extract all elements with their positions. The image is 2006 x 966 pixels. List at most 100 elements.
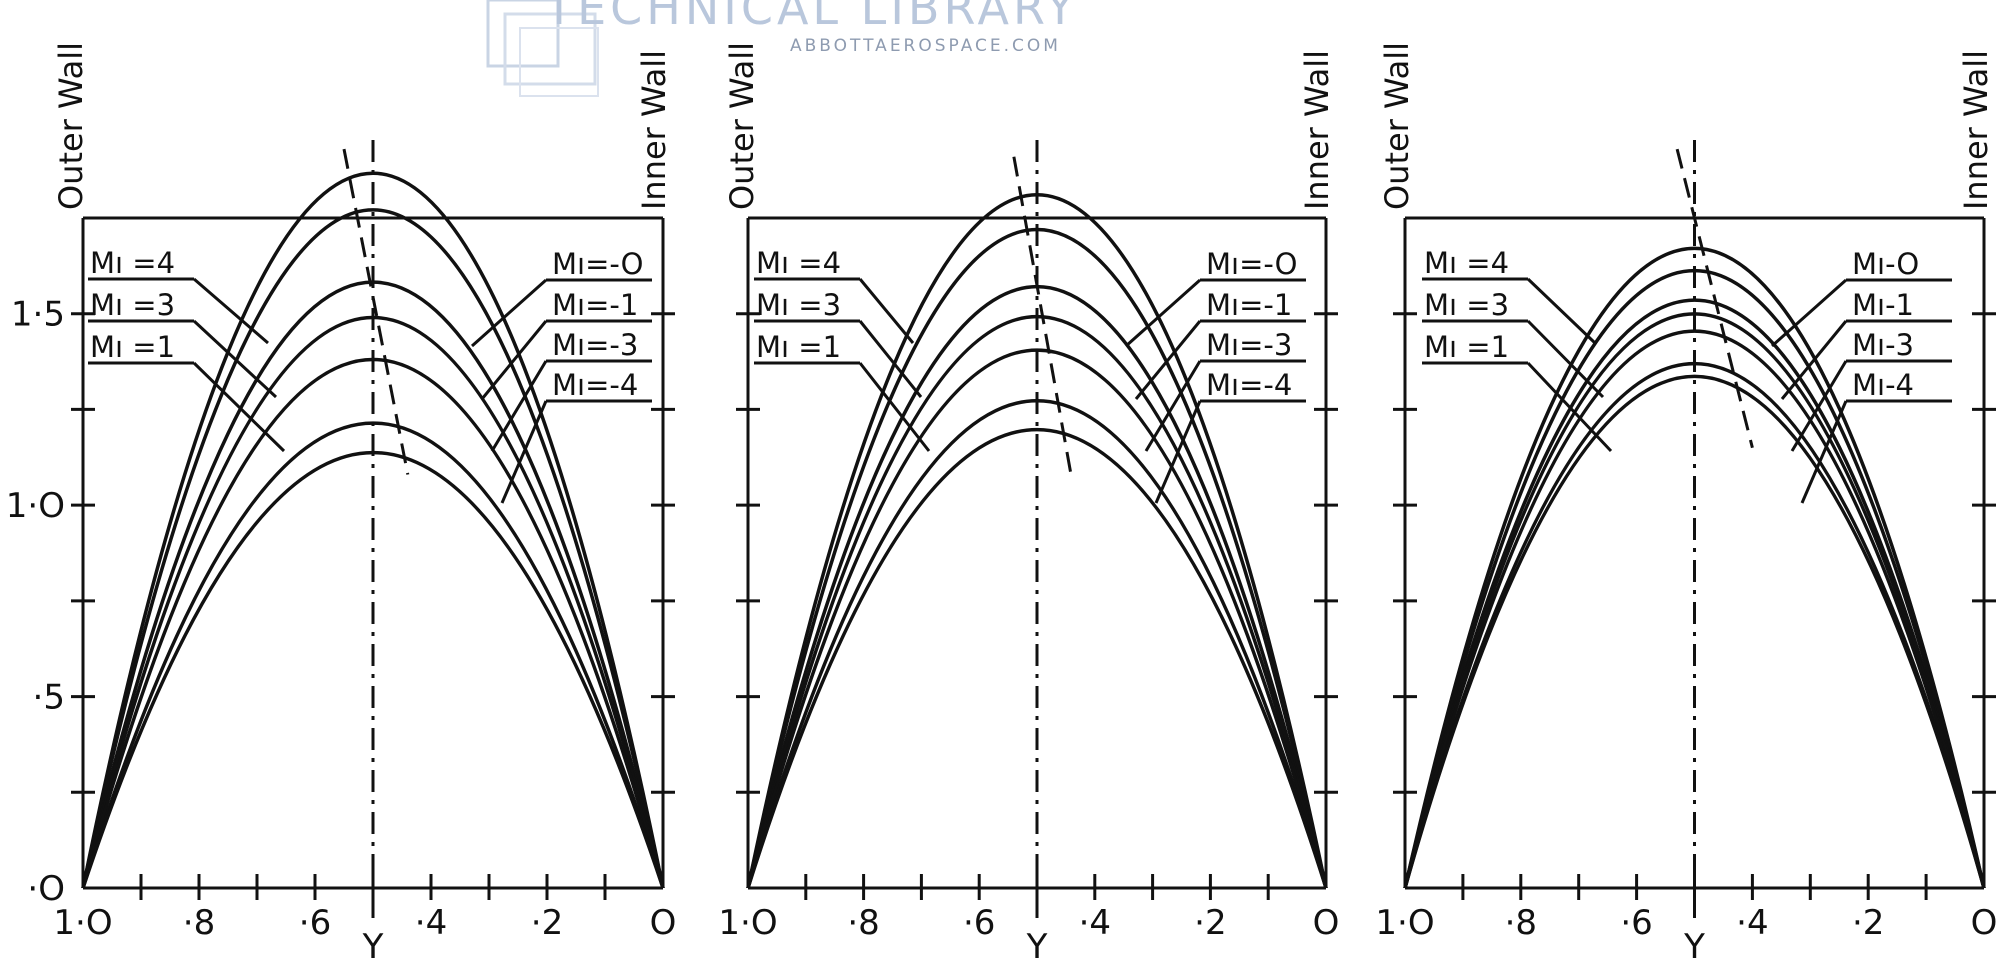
y-tick-label: 1·O — [6, 486, 65, 526]
series-curve — [1403, 268, 1986, 889]
watermark-title: TECHNICAL LIBRARY — [544, 0, 1078, 35]
series-curve — [746, 315, 1328, 889]
legend-right-leader — [500, 400, 548, 504]
peak-locus — [1012, 156, 1074, 479]
inner-wall-label: Inner Wall — [1298, 50, 1336, 210]
series-curve — [1403, 362, 1986, 889]
watermark-subtitle: ABBOTTAEROSPACE.COM — [790, 36, 1061, 56]
legend-right-leader — [1144, 360, 1202, 452]
watermark: TECHNICAL LIBRARY ABBOTTAEROSPACE.COM — [486, 0, 1078, 97]
y-tick-label: ·5 — [33, 678, 65, 718]
series-curve — [746, 348, 1328, 889]
legend-right-leader — [1125, 278, 1201, 348]
legend-left-leader — [858, 362, 931, 452]
watermark-logo-c — [519, 27, 599, 97]
x-tick-label: ·8 — [1505, 903, 1537, 943]
series-curve — [746, 193, 1328, 889]
series-curve — [746, 398, 1328, 889]
x-tick-label: ·6 — [1620, 903, 1652, 943]
legend-left-leader — [192, 319, 278, 399]
x-tick-label: O — [650, 903, 677, 943]
series-curve — [81, 450, 665, 889]
x-tick-label: ·8 — [847, 903, 879, 943]
chart-panels: 1·O ·8 ·6 ·4 ·2 O ·O ·5 1·O 1·5 Y Outer Wall Inner W… — [6, 42, 1998, 966]
legend-left-leader — [858, 320, 923, 398]
legend-right-leader — [1780, 320, 1848, 400]
legend-left-leader — [858, 278, 915, 344]
outer-wall-label: Outer Wall — [1378, 42, 1416, 210]
series-curve — [1403, 312, 1986, 889]
legend-left-label: Mı =1 — [756, 330, 841, 364]
inner-wall-label: Inner Wall — [635, 50, 673, 210]
inner-wall-label: Inner Wall — [1957, 50, 1995, 210]
legend-left-leader — [1526, 319, 1605, 399]
legend-left-leader — [193, 277, 269, 345]
series-curve — [81, 358, 665, 889]
legend-right-label: Mı=-3 — [552, 328, 638, 362]
peak-locus — [1675, 148, 1754, 449]
legend-right-label: Mı=-1 — [1206, 288, 1292, 322]
x-tick-label: O — [1313, 903, 1340, 943]
x-axis-label: Y — [1026, 927, 1048, 966]
legend-left-label: Mı =1 — [1424, 330, 1509, 364]
legend-right-label: Mı=-3 — [1206, 328, 1292, 362]
legend-right-leader — [471, 278, 547, 348]
x-tick-label: 1·O — [53, 903, 112, 943]
legend-right-label: Mı-O — [1852, 247, 1919, 281]
x-tick-label: ·6 — [963, 903, 995, 943]
x-tick-label: 1·O — [718, 903, 777, 943]
series-curve — [746, 428, 1328, 889]
series-curve — [1403, 246, 1986, 889]
legend-left-label: Mı =1 — [90, 330, 175, 364]
x-tick-label: ·8 — [183, 903, 215, 943]
chart-panel-1: 1·O ·8 ·6 ·4 ·2 O ·O ·5 1·O 1·5 Y Outer Wall Inner W… — [6, 42, 677, 966]
series-curve — [81, 208, 665, 889]
series-curve — [1403, 298, 1986, 889]
series-curve — [81, 171, 665, 889]
series-curve — [81, 315, 665, 889]
legend-right-label: Mı=-1 — [552, 288, 638, 322]
legend-left-leader — [192, 361, 286, 453]
series-curve — [746, 228, 1328, 889]
legend-right-leader — [1771, 278, 1847, 348]
x-tick-label: ·2 — [1852, 903, 1884, 943]
watermark-logo-b — [503, 12, 597, 86]
outer-wall-label: Outer Wall — [723, 42, 761, 210]
legend-right-label: Mı=-O — [552, 247, 643, 281]
legend-left-label: Mı =3 — [90, 288, 175, 322]
legend-right-label: Mı-3 — [1852, 328, 1914, 362]
legend-right-label: Mı-1 — [1852, 288, 1914, 322]
outer-wall-label: Outer Wall — [52, 42, 90, 210]
legend-right-leader — [1800, 400, 1848, 504]
series-curve — [1403, 374, 1986, 889]
legend-left-label: Mı =4 — [756, 246, 841, 280]
chart-panel-2: 1·O ·8 ·6 ·4 ·2 O Y Outer Wall Inner Wall Mı =4 Mı… — [718, 42, 1339, 966]
peak-locus — [342, 148, 410, 475]
legend-right-label: Mı=-O — [1206, 247, 1297, 281]
y-tick-label: ·O — [27, 869, 65, 909]
watermark-logo-a — [486, 0, 560, 68]
legend-left-label: Mı =3 — [756, 288, 841, 322]
series-curve — [81, 280, 665, 889]
x-tick-label: O — [1971, 903, 1998, 943]
series-curve — [1403, 329, 1986, 889]
x-tick-label: ·2 — [1194, 903, 1226, 943]
legend-right-leader — [1134, 320, 1202, 400]
legend-right-label: Mı=-4 — [552, 368, 638, 402]
x-tick-label: ·2 — [531, 903, 563, 943]
x-axis-label: Y — [1683, 927, 1705, 966]
legend-left-leader — [1526, 361, 1613, 453]
x-axis-label: Y — [362, 927, 384, 966]
legend-left-leader — [1526, 277, 1597, 345]
x-tick-label: 1·O — [1375, 903, 1434, 943]
legend-left-label: Mı =4 — [1424, 246, 1509, 280]
x-tick-label: ·4 — [1079, 903, 1111, 943]
legend-left-label: Mı =3 — [1424, 288, 1509, 322]
series-curve — [81, 421, 665, 889]
legend-right-leader — [480, 320, 548, 400]
legend-right-label: Mı=-4 — [1206, 368, 1292, 402]
legend-left-label: Mı =4 — [90, 246, 175, 280]
x-tick-label: ·4 — [415, 903, 447, 943]
y-tick-label: 1·5 — [11, 295, 65, 335]
legend-right-leader — [1790, 360, 1848, 452]
